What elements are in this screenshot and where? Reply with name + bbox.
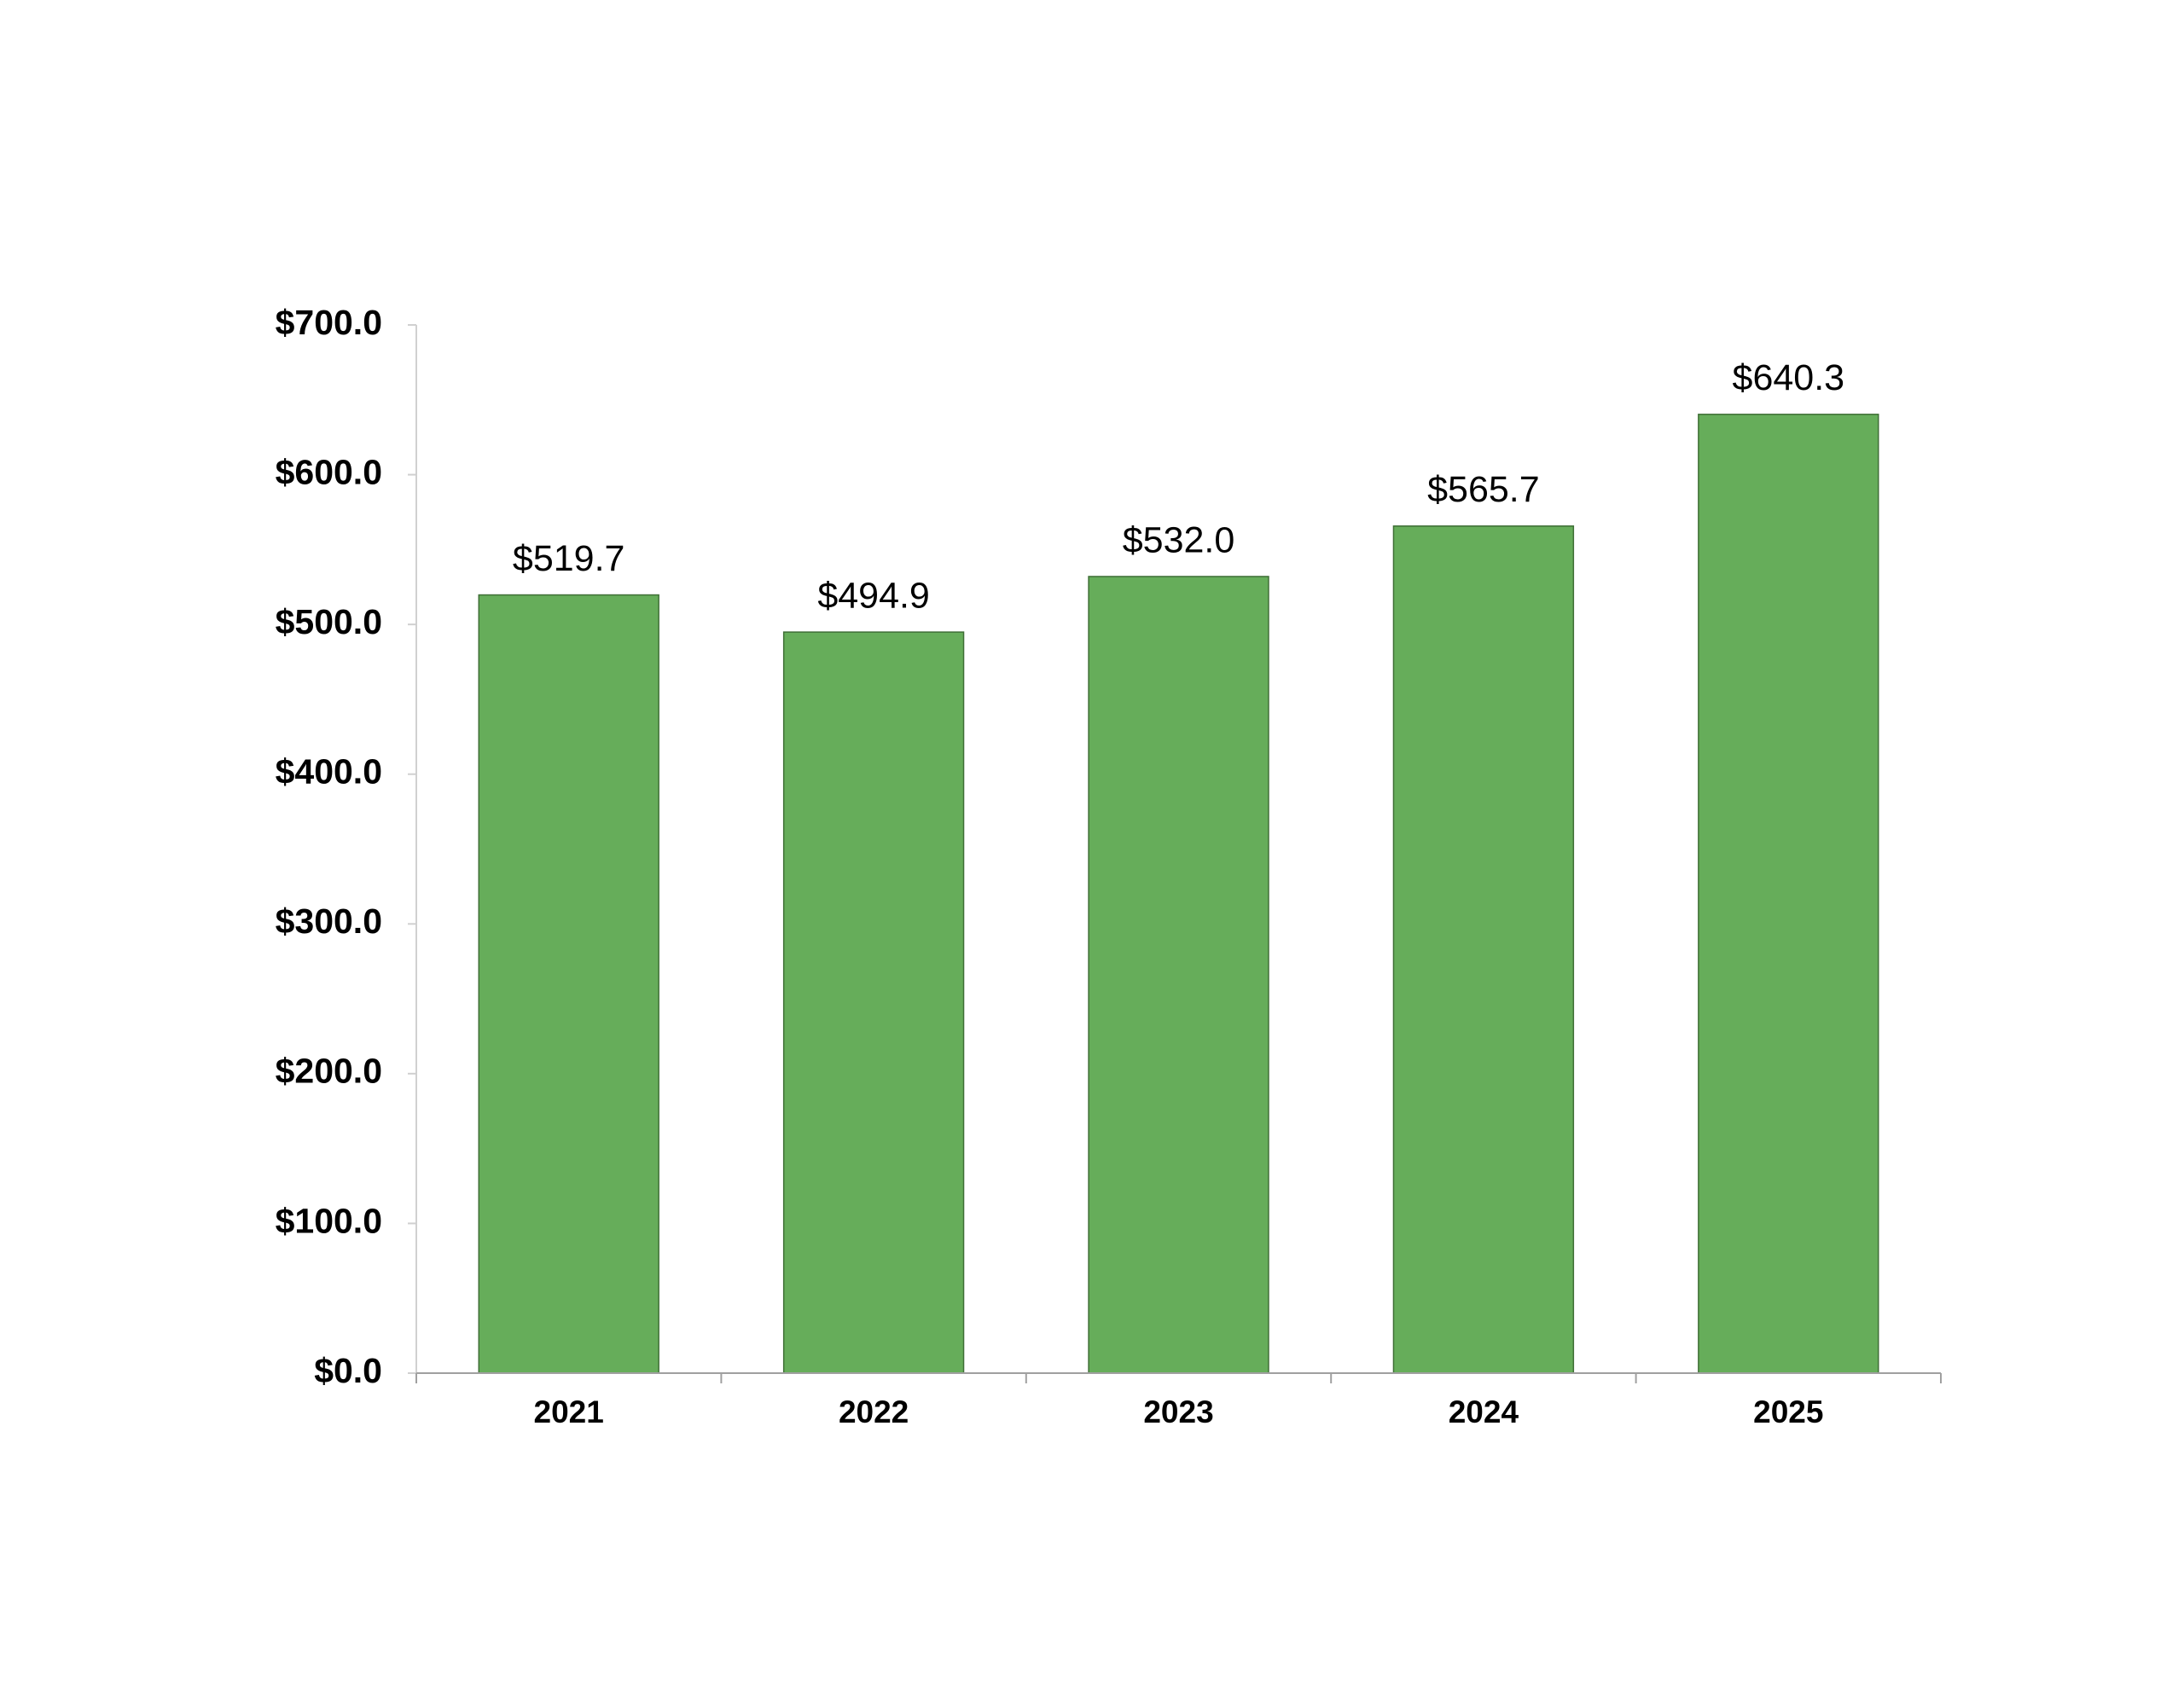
y-tick-label: $500.0 [276, 602, 382, 641]
bar [1698, 414, 1879, 1374]
y-tick-label: $0.0 [314, 1351, 382, 1390]
y-tick-label: $600.0 [276, 452, 382, 491]
value-label: $519.7 [513, 538, 625, 579]
bar [1088, 576, 1269, 1374]
x-tick-label: 2021 [534, 1394, 604, 1429]
bar [1392, 525, 1575, 1374]
x-tick-label: 2025 [1753, 1394, 1823, 1429]
y-tick-label: $100.0 [276, 1201, 382, 1240]
y-tick-label: $300.0 [276, 901, 382, 941]
y-tick-label: $400.0 [276, 752, 382, 791]
x-tick-label: 2024 [1449, 1394, 1519, 1429]
value-label: $532.0 [1123, 519, 1235, 560]
bar [782, 631, 965, 1374]
value-label: $494.9 [817, 575, 930, 616]
x-tick-label: 2023 [1143, 1394, 1213, 1429]
value-label: $640.3 [1733, 357, 1845, 398]
y-tick-label: $700.0 [276, 303, 382, 342]
value-label: $565.7 [1427, 469, 1540, 510]
x-tick-label: 2022 [839, 1394, 909, 1429]
y-tick-label: $200.0 [276, 1052, 382, 1091]
bar [478, 594, 659, 1374]
